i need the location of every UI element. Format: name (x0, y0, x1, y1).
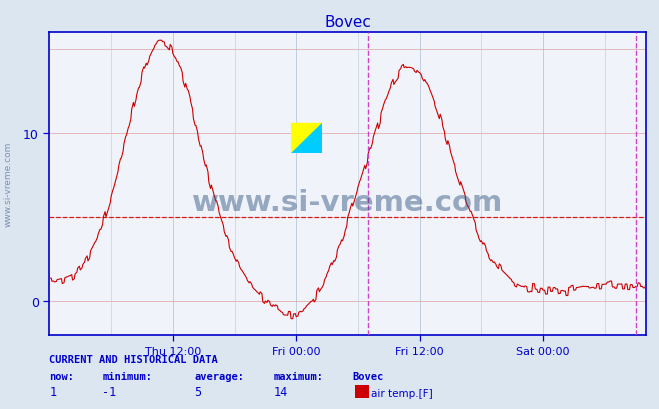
Text: 5: 5 (194, 385, 202, 398)
Text: average:: average: (194, 371, 244, 382)
Text: www.si-vreme.com: www.si-vreme.com (4, 142, 13, 227)
Text: air temp.[F]: air temp.[F] (371, 388, 433, 398)
Text: now:: now: (49, 371, 74, 382)
Text: 1: 1 (49, 385, 57, 398)
Text: maximum:: maximum: (273, 371, 324, 382)
Title: Bovec: Bovec (324, 15, 371, 30)
Text: Bovec: Bovec (353, 371, 384, 382)
Text: www.si-vreme.com: www.si-vreme.com (192, 188, 503, 216)
Text: CURRENT AND HISTORICAL DATA: CURRENT AND HISTORICAL DATA (49, 354, 218, 364)
Text: minimum:: minimum: (102, 371, 152, 382)
Bar (291, 124, 322, 154)
Text: 14: 14 (273, 385, 288, 398)
Polygon shape (291, 124, 322, 154)
Text: -1: -1 (102, 385, 117, 398)
